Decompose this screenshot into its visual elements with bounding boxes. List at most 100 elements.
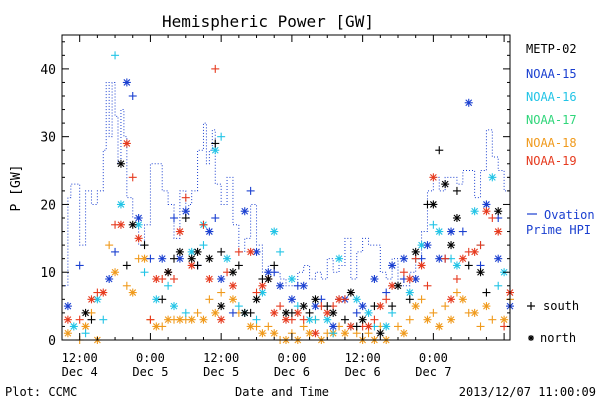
marker-noaa-16-north <box>134 220 143 229</box>
x-tick-label-time: 0:00 <box>277 351 306 365</box>
marker-noaa-16-north <box>69 322 78 331</box>
marker-metp-02-south <box>388 302 397 311</box>
marker-noaa-18-south <box>105 241 114 250</box>
marker-noaa-15-north <box>329 322 338 331</box>
marker-noaa-19-north <box>458 254 467 263</box>
marker-noaa-15-south <box>170 214 178 222</box>
marker-noaa-16-north <box>258 288 267 297</box>
marker-noaa-18-south <box>134 254 143 263</box>
marker-metp-02-south <box>340 315 349 324</box>
marker-metp-02-north <box>441 180 450 189</box>
marker-noaa-18-north <box>411 302 420 311</box>
marker-noaa-15-south <box>476 261 485 270</box>
marker-metp-02-south <box>170 254 178 263</box>
legend-metp-02: METP-02 <box>526 42 577 56</box>
marker-metp-02-south <box>287 308 296 317</box>
marker-noaa-15-north <box>399 254 408 263</box>
marker-noaa-19-north <box>494 227 503 236</box>
marker-noaa-19-north <box>116 220 125 229</box>
marker-noaa-19-north <box>311 329 320 338</box>
marker-noaa-18-south <box>429 308 438 317</box>
y-tick-label: 10 <box>40 266 56 281</box>
marker-metp-02-south <box>323 302 332 311</box>
marker-metp-02-north <box>116 159 125 168</box>
marker-noaa-18-north <box>447 315 456 324</box>
marker-noaa-18-north <box>340 329 349 338</box>
marker-metp-02-north <box>175 247 184 256</box>
marker-noaa-19-north <box>217 315 226 324</box>
marker-metp-02-south <box>435 146 444 155</box>
footer-timestamp: 2013/12/07 11:00:09 <box>459 385 596 399</box>
marker-metp-02-south <box>305 308 314 317</box>
marker-noaa-15-north <box>122 78 131 87</box>
marker-noaa-16-south <box>494 281 503 290</box>
marker-metp-02-south <box>464 261 473 270</box>
ovation-hpi-line <box>62 81 511 287</box>
marker-noaa-19-north <box>63 315 72 324</box>
marker-noaa-19-south <box>170 275 178 283</box>
marker-metp-02-north <box>252 295 261 304</box>
marker-noaa-19-south <box>199 220 208 229</box>
marker-metp-02-south <box>352 322 361 331</box>
marker-noaa-19-north <box>228 281 237 290</box>
marker-noaa-19-north <box>405 275 414 283</box>
marker-noaa-16-north <box>405 288 414 297</box>
marker-noaa-19-south <box>399 268 408 277</box>
marker-metp-02-south <box>258 275 267 283</box>
marker-noaa-18-south <box>476 322 485 331</box>
marker-noaa-19-south <box>423 281 432 290</box>
marker-metp-02-north <box>299 302 308 311</box>
marker-noaa-15-north <box>105 275 114 283</box>
marker-metp-02-south <box>234 261 243 270</box>
marker-noaa-15-north <box>464 98 473 107</box>
marker-noaa-16-north <box>335 254 344 263</box>
marker-noaa-19-south <box>158 275 167 283</box>
legend-south-label: south <box>543 299 579 313</box>
marker-noaa-15-south <box>458 227 467 236</box>
marker-metp-02-north <box>329 308 338 317</box>
marker-noaa-18-north <box>246 322 255 331</box>
marker-metp-02-north <box>358 315 367 324</box>
marker-noaa-18-south <box>158 322 167 331</box>
marker-noaa-18-south <box>464 308 473 317</box>
marker-noaa-18-south <box>417 295 426 304</box>
marker-noaa-18-south <box>170 315 178 324</box>
y-tick-label: 0 <box>48 334 56 349</box>
marker-noaa-18-south <box>217 288 226 297</box>
x-tick-label-date: Dec 6 <box>345 365 381 379</box>
marker-noaa-16-south <box>99 315 108 324</box>
marker-metp-02-south <box>423 200 432 209</box>
marker-noaa-18-north <box>435 322 444 331</box>
marker-noaa-19-north <box>447 295 456 304</box>
marker-noaa-15-south <box>211 214 220 222</box>
marker-noaa-19-north <box>134 234 143 243</box>
x-tick-label-time: 0:00 <box>419 351 448 365</box>
x-tick-label-time: 0:00 <box>136 351 165 365</box>
marker-noaa-19-south <box>488 214 497 222</box>
marker-noaa-16-south <box>252 315 261 324</box>
marker-noaa-19-south <box>382 295 391 304</box>
marker-noaa-18-north <box>423 315 432 324</box>
marker-noaa-16-north <box>211 146 220 155</box>
marker-noaa-19-south <box>276 302 285 311</box>
marker-noaa-18-north <box>63 329 72 338</box>
marker-noaa-15-north <box>423 241 432 250</box>
footer-plot-credit: Plot: CCMC <box>5 385 77 399</box>
marker-noaa-16-north <box>382 322 391 331</box>
marker-metp-02-north <box>346 288 355 297</box>
marker-noaa-16-south <box>429 220 438 229</box>
marker-noaa-19-south <box>234 247 243 256</box>
marker-metp-02-north <box>394 281 402 290</box>
marker-metp-02-north <box>447 241 456 250</box>
marker-noaa-19-north <box>270 308 279 317</box>
marker-noaa-16-north <box>488 173 497 182</box>
marker-noaa-16-south <box>181 308 190 317</box>
marker-noaa-16-south <box>329 329 338 338</box>
marker-metp-02-north <box>452 214 461 222</box>
marker-metp-02-south <box>270 261 279 270</box>
marker-metp-02-north <box>217 302 226 311</box>
legend-south-symbol <box>527 302 535 310</box>
plot-frame <box>61 34 511 341</box>
marker-noaa-15-north <box>158 254 167 263</box>
marker-noaa-19-south <box>287 315 296 324</box>
